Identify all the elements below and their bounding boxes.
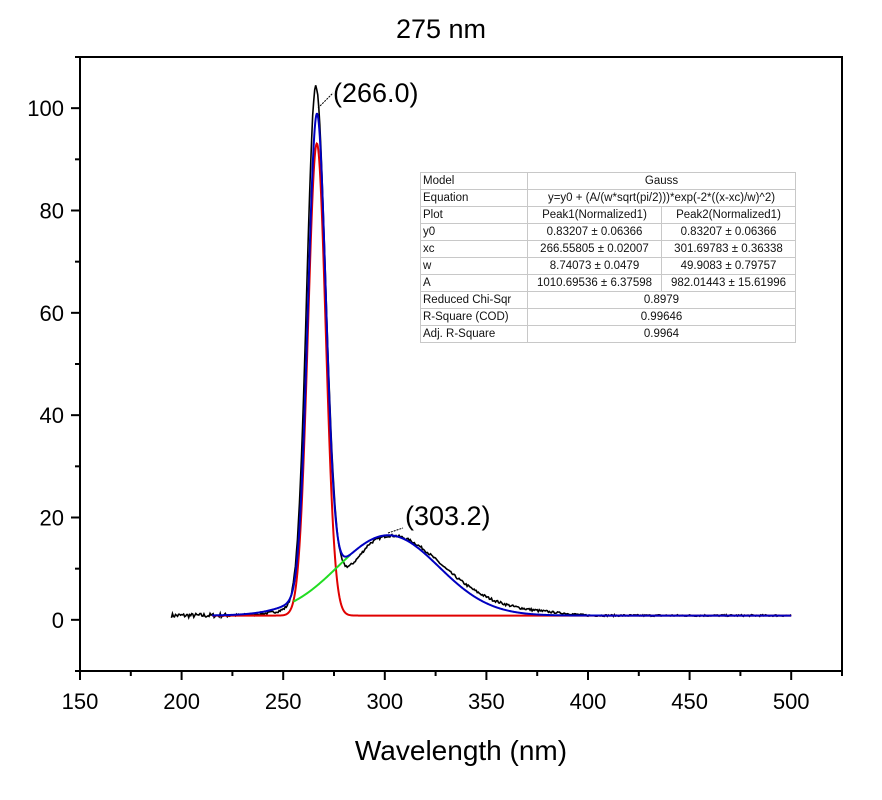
y-tick-label: 80 xyxy=(40,199,64,224)
fit-param-label: y0 xyxy=(420,223,528,241)
fit-param-label: Plot xyxy=(420,206,528,224)
fit-table-row: Plot Peak1(Normalized1) Peak2(Normalized1) xyxy=(420,206,796,224)
x-tick-label: 350 xyxy=(468,689,505,714)
fit-peak1-value: 8.74073 ± 0.0479 xyxy=(527,257,662,275)
fit-results-table: Model Gauss Equation y=y0 + (A/(w*sqrt(pi/2… xyxy=(420,172,796,343)
fit-peak2-value: 49.9083 ± 0.79757 xyxy=(661,257,796,275)
y-tick-label: 60 xyxy=(40,301,64,326)
fit-param-label: w xyxy=(420,257,528,275)
fit-param-label: Model xyxy=(420,172,528,190)
plot-frame xyxy=(79,56,843,672)
peak1-leader-line xyxy=(317,92,334,109)
fit-peak1-value: Peak1(Normalized1) xyxy=(527,206,662,224)
y-tick-label: 40 xyxy=(40,403,64,428)
fit-param-label: Reduced Chi-Sqr xyxy=(420,291,528,309)
fit-table-row: w 8.74073 ± 0.0479 49.9083 ± 0.79757 xyxy=(420,257,796,275)
series-cumulative-fit xyxy=(212,112,792,617)
chart-title: 275 nm xyxy=(396,14,486,44)
fit-peak2-value: 982.01443 ± 15.61996 xyxy=(661,274,796,292)
peak2-label: (303.2) xyxy=(405,501,491,531)
fit-param-label: Equation xyxy=(420,189,528,207)
fit-param-value: 0.8979 xyxy=(527,291,796,309)
fit-table-row: Equation y=y0 + (A/(w*sqrt(pi/2)))*exp(-2… xyxy=(420,189,796,207)
fit-peak2-value: 0.83207 ± 0.06366 xyxy=(661,223,796,241)
fit-table-row: Adj. R-Square 0.9964 xyxy=(420,325,796,343)
series-peak2-fit xyxy=(292,554,351,603)
series-raw-data xyxy=(170,85,792,620)
fit-param-label: R-Square (COD) xyxy=(420,308,528,326)
x-tick-label: 250 xyxy=(265,689,302,714)
fit-param-value: 0.99646 xyxy=(527,308,796,326)
fit-table-row: R-Square (COD) 0.99646 xyxy=(420,308,796,326)
fit-table-row: Reduced Chi-Sqr 0.8979 xyxy=(420,291,796,309)
y-tick-label: 20 xyxy=(40,506,64,531)
y-tick-label: 0 xyxy=(52,608,64,633)
x-tick-label: 500 xyxy=(773,689,810,714)
fit-peak2-value: Peak2(Normalized1) xyxy=(661,206,796,224)
fit-param-value: 0.9964 xyxy=(527,325,796,343)
fit-param-value: Gauss xyxy=(527,172,796,190)
fit-param-label: xc xyxy=(420,240,528,258)
fit-table-row: xc 266.55805 ± 0.02007 301.69783 ± 0.36338 xyxy=(420,240,796,258)
peak2-leader-line xyxy=(387,527,404,534)
x-tick-label: 400 xyxy=(570,689,607,714)
axis-ticks: 150 200 250 300 350 400 450 500 0 20 40 60 80 100 xyxy=(27,56,843,714)
fit-peak1-value: 0.83207 ± 0.06366 xyxy=(527,223,662,241)
peak-annotations: (266.0) (303.2) xyxy=(317,78,491,534)
axes xyxy=(79,56,843,672)
x-axis-label: Wavelength (nm) xyxy=(355,735,567,766)
fit-table-row: A 1010.69536 ± 6.37598 982.01443 ± 15.6199… xyxy=(420,274,796,292)
fit-param-label: Adj. R-Square xyxy=(420,325,528,343)
x-tick-label: 450 xyxy=(671,689,708,714)
y-tick-label: 100 xyxy=(27,96,64,121)
fit-table-row: Model Gauss xyxy=(420,172,796,190)
peak1-label: (266.0) xyxy=(333,78,419,108)
fit-param-label: A xyxy=(420,274,528,292)
x-tick-label: 200 xyxy=(163,689,200,714)
plot-curves xyxy=(170,85,792,620)
fit-param-value: y=y0 + (A/(w*sqrt(pi/2)))*exp(-2*((x-xc)… xyxy=(527,189,796,207)
fit-peak1-value: 1010.69536 ± 6.37598 xyxy=(527,274,662,292)
fit-peak2-value: 301.69783 ± 0.36338 xyxy=(661,240,796,258)
fit-peak1-value: 266.55805 ± 0.02007 xyxy=(527,240,662,258)
x-tick-label: 300 xyxy=(366,689,403,714)
fit-table-row: y0 0.83207 ± 0.06366 0.83207 ± 0.06366 xyxy=(420,223,796,241)
x-tick-label: 150 xyxy=(62,689,99,714)
